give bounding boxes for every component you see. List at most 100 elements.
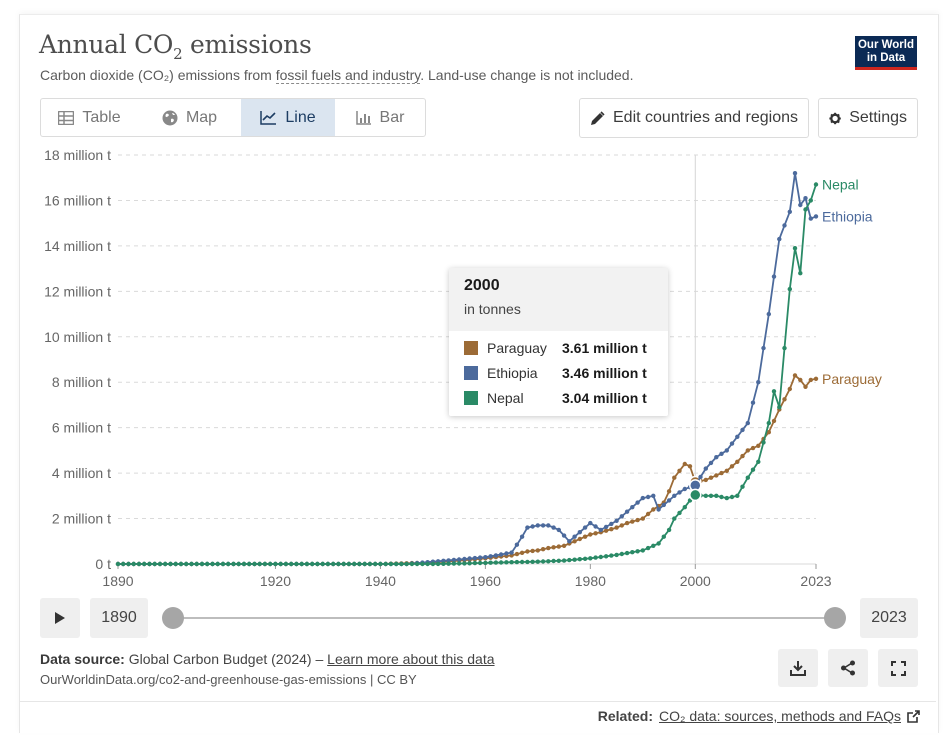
data-point-paraguay [808, 377, 813, 383]
y-tick-label: 8 million t [52, 374, 111, 390]
y-tick-label: 2 million t [52, 511, 111, 527]
data-point-ethiopia [651, 493, 656, 498]
data-point-paraguay [540, 547, 546, 552]
data-point-nepal [394, 561, 399, 567]
data-point-nepal [703, 493, 708, 498]
data-point-nepal [262, 561, 268, 567]
data-point-paraguay [630, 519, 635, 524]
data-point-ethiopia [467, 556, 472, 561]
data-point-nepal [446, 561, 451, 566]
fossil-fuels-link[interactable]: fossil fuels and industry [275, 67, 421, 84]
data-point-nepal [598, 554, 603, 560]
data-point-nepal [603, 554, 609, 559]
timeline-end-handle[interactable] [824, 607, 846, 629]
tooltip-row-ethiopia: Ethiopia 3.46 million t [464, 364, 647, 382]
data-point-paraguay [719, 470, 724, 476]
data-point-nepal [630, 550, 635, 555]
data-point-paraguay [724, 468, 729, 473]
data-point-nepal [813, 182, 819, 187]
y-tick-label: 12 million t [44, 283, 111, 299]
data-point-ethiopia [561, 533, 567, 538]
data-point-ethiopia [624, 509, 630, 514]
data-point-nepal [750, 467, 756, 472]
line-chart: 0 t 2 million t 4 million t 6 million t 8 mi… [44, 147, 882, 589]
external-link-icon [907, 709, 920, 723]
tab-bar[interactable]: Bar [335, 99, 425, 136]
data-point-paraguay [609, 527, 614, 532]
data-point-ethiopia [672, 493, 677, 498]
data-point-nepal [236, 561, 241, 567]
data-point-ethiopia [640, 495, 645, 501]
data-point-paraguay [640, 516, 645, 521]
data-point-nepal [194, 561, 199, 567]
data-point-paraguay [703, 477, 708, 483]
data-point-ethiopia [619, 514, 624, 519]
data-point-paraguay [603, 528, 609, 533]
data-point-ethiopia [813, 214, 819, 219]
related-faq-link[interactable]: CO₂ data: sources, methods and FAQs [659, 708, 901, 724]
data-point-nepal [168, 561, 173, 567]
x-tick-label: 1980 [575, 573, 606, 589]
data-point-paraguay [561, 543, 567, 548]
data-point-paraguay [687, 464, 693, 469]
data-point-ethiopia [719, 451, 724, 456]
play-button[interactable] [40, 598, 80, 638]
timeline-end-year[interactable]: 2023 [860, 598, 918, 638]
y-tick-label: 14 million t [44, 238, 111, 254]
timeline-track[interactable] [172, 617, 835, 619]
owid-logo[interactable]: Our World in Data [855, 36, 917, 70]
series-label-nepal: Nepal [822, 177, 859, 193]
data-point-nepal [320, 561, 325, 567]
tooltip-name: Ethiopia [487, 365, 538, 381]
tooltip-year: 2000 [464, 277, 500, 294]
data-point-nepal [761, 440, 766, 445]
data-point-ethiopia [498, 552, 504, 557]
data-point-paraguay [682, 461, 687, 467]
fullscreen-button[interactable] [878, 649, 918, 687]
data-point-paraguay [666, 489, 672, 494]
data-point-nepal [483, 560, 488, 566]
timeline-start-year[interactable]: 1890 [90, 598, 148, 638]
data-point-paraguay [750, 445, 756, 451]
table-icon [58, 110, 75, 125]
data-point-paraguay [782, 397, 787, 402]
tab-line-label: Line [285, 108, 316, 126]
data-point-nepal [609, 553, 614, 558]
data-point-nepal [651, 543, 656, 548]
data-point-ethiopia [682, 486, 687, 492]
nepal-swatch [464, 391, 478, 405]
data-point-nepal [373, 561, 378, 567]
data-point-nepal [787, 286, 792, 292]
data-point-ethiopia [556, 527, 561, 533]
data-point-nepal [278, 561, 283, 567]
tab-line[interactable]: Line [241, 99, 335, 136]
edit-countries-button[interactable]: Edit countries and regions [579, 98, 809, 138]
data-point-nepal [766, 420, 771, 426]
x-tick-label: 1940 [365, 573, 396, 589]
tab-table[interactable]: Table [41, 99, 138, 136]
data-point-ethiopia [582, 525, 588, 530]
data-point-paraguay [651, 507, 656, 512]
data-point-nepal [661, 534, 666, 539]
tab-bar-label: Bar [379, 108, 405, 126]
tab-map[interactable]: Map [138, 99, 241, 136]
data-point-nepal [535, 559, 540, 564]
share-button[interactable] [828, 649, 868, 687]
data-point-ethiopia [703, 466, 708, 471]
data-point-nepal [472, 560, 478, 566]
data-point-ethiopia [782, 223, 787, 228]
data-point-paraguay [514, 551, 520, 557]
learn-more-link[interactable]: Learn more about this data [327, 651, 495, 667]
data-point-nepal [593, 555, 598, 560]
data-point-nepal [798, 271, 803, 276]
settings-button[interactable]: Settings [818, 98, 918, 138]
timeline-start-handle[interactable] [162, 607, 184, 629]
data-point-nepal [257, 561, 262, 567]
share-icon [841, 660, 855, 676]
data-point-paraguay [677, 468, 682, 473]
download-button[interactable] [778, 649, 818, 687]
data-point-paraguay [525, 549, 530, 554]
edit-countries-label: Edit countries and regions [613, 109, 798, 126]
data-point-nepal [178, 561, 184, 567]
source-url: OurWorldinData.org/co2-and-greenhouse-ga… [40, 672, 417, 687]
